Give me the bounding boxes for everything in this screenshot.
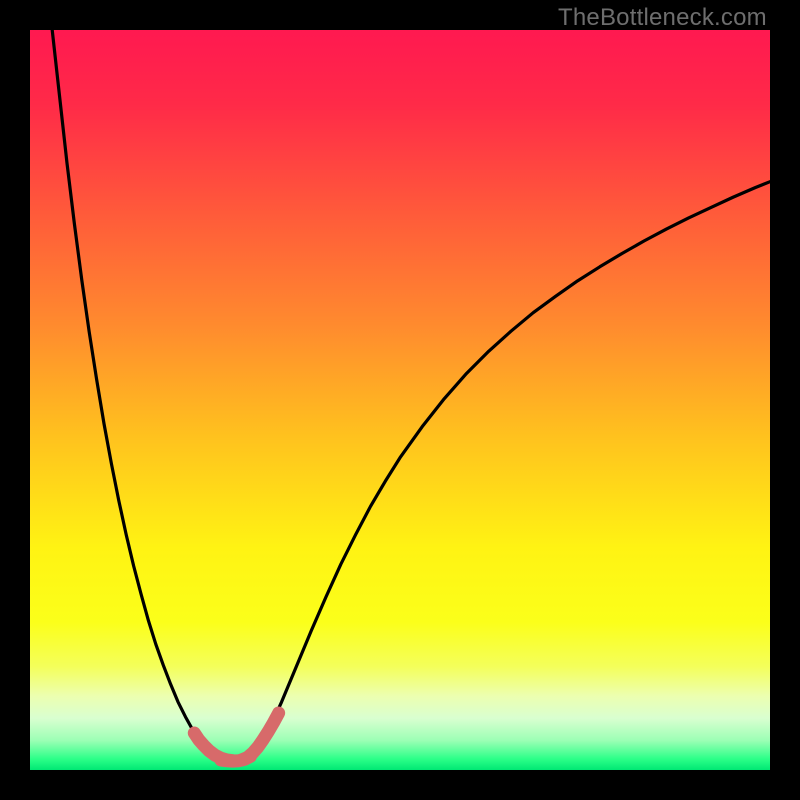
plot-background bbox=[30, 30, 770, 770]
watermark-text: TheBottleneck.com bbox=[558, 4, 767, 32]
chart-canvas bbox=[0, 0, 800, 800]
